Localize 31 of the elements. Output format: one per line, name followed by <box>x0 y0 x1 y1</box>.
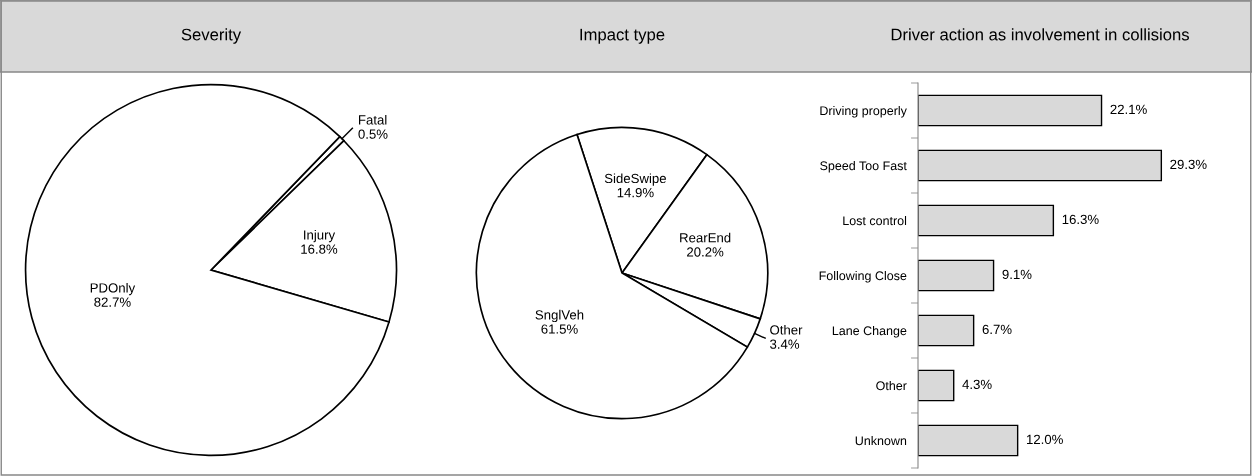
y-tick-label: Other <box>876 380 907 391</box>
data-label: 3.4% <box>770 339 800 349</box>
data-label: 0.5% <box>358 129 388 139</box>
data-label: 61.5% <box>541 324 578 334</box>
data-label: 9.1% <box>1002 269 1032 280</box>
chart-title: Severity <box>181 28 242 44</box>
slice-label: SideSwipe <box>604 173 666 186</box>
chart-title: Impact type <box>580 28 665 44</box>
slice-label: Other <box>770 324 803 335</box>
chart-title: Driver action as involvement in collisions <box>891 28 1189 41</box>
slice-label: SnglVeh <box>535 309 584 323</box>
data-label: 16.3% <box>1062 214 1099 225</box>
data-label: 4.3% <box>962 379 992 390</box>
slice-label: RearEnd <box>680 232 731 243</box>
data-label: 14.9% <box>617 187 654 198</box>
slice-label: Injury <box>304 229 336 243</box>
y-tick-label: Unknown <box>855 435 907 446</box>
data-label: 6.7% <box>982 324 1012 335</box>
data-label: 12.0% <box>1027 434 1063 445</box>
data-label: 29.3% <box>1170 159 1207 170</box>
y-tick-label: Lane Change <box>832 325 907 338</box>
slice-label: Fatal <box>359 114 387 125</box>
data-label: 20.2% <box>687 247 724 257</box>
y-tick-label: Following Close <box>819 270 907 283</box>
data-label: 22.1% <box>1110 104 1147 114</box>
y-tick-label: Driving properly <box>820 105 907 118</box>
y-tick-label: Speed Too Fast <box>820 160 907 173</box>
data-label: 82.7% <box>94 297 131 307</box>
slice-label: PDOnly <box>90 282 136 296</box>
data-label: 16.8% <box>301 244 338 254</box>
y-tick-label: Lost control <box>843 215 907 226</box>
